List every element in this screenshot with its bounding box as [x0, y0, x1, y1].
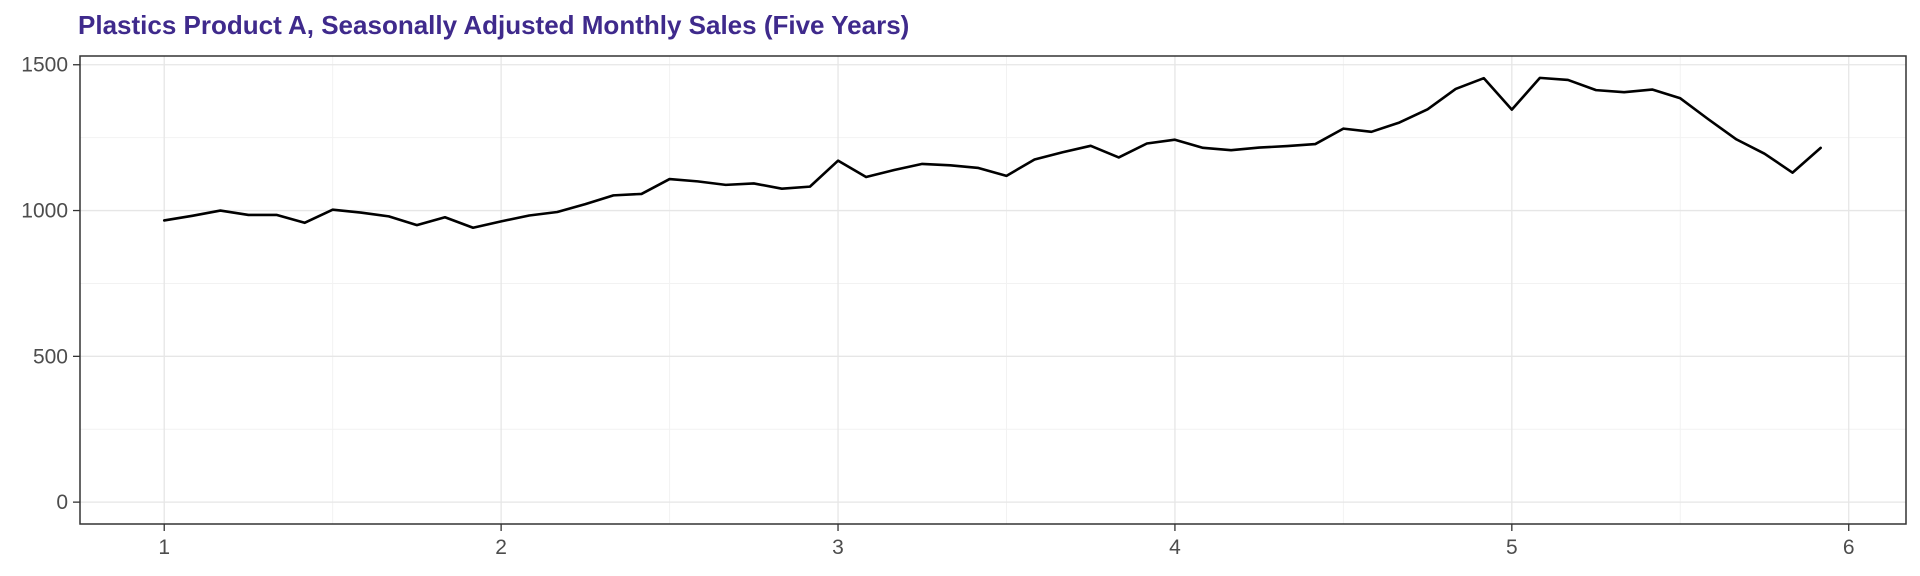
- chart-title: Plastics Product A, Seasonally Adjusted …: [78, 10, 910, 40]
- y-tick-label: 1500: [21, 54, 68, 77]
- series-layer: [162, 76, 1822, 230]
- grid-lines: [80, 56, 1906, 524]
- y-tick-label: 0: [56, 491, 68, 514]
- x-tick-label: 4: [1169, 536, 1181, 559]
- x-tick-label: 5: [1506, 536, 1518, 559]
- x-tick-label: 2: [495, 536, 507, 559]
- y-tick-label: 500: [33, 345, 68, 368]
- x-tick-label: 3: [832, 536, 844, 559]
- x-tick-label: 6: [1843, 536, 1855, 559]
- axes: 1 2 3 4 5 6 0 500 1000 1500: [21, 54, 1854, 559]
- y-tick-label: 1000: [21, 200, 68, 223]
- x-tick-label: 1: [158, 536, 170, 559]
- series-line-0: [162, 76, 1822, 230]
- plot-background: [80, 56, 1906, 524]
- plot-border: [79, 55, 1907, 525]
